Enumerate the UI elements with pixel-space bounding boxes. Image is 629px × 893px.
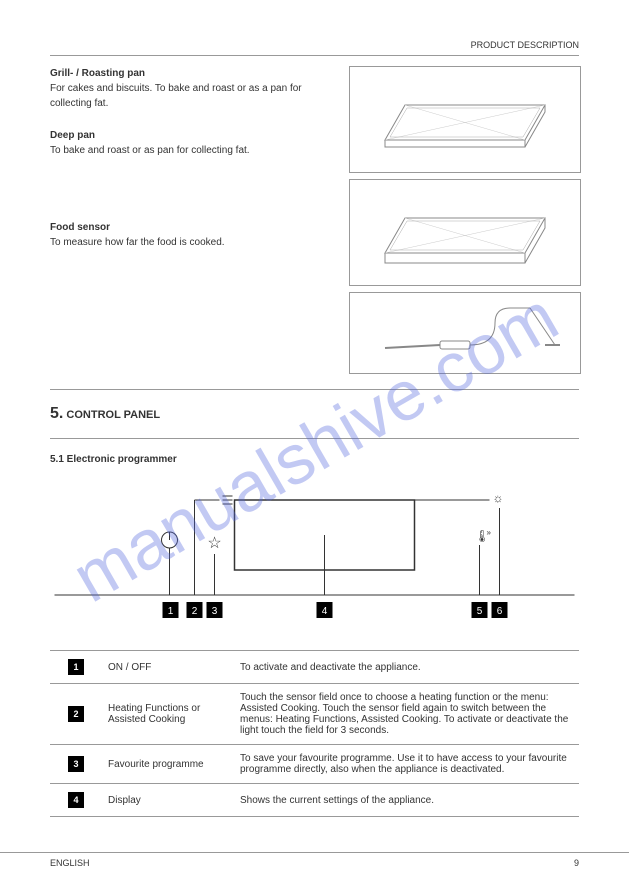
footer-page: 9	[574, 858, 579, 868]
page-content: PRODUCT DESCRIPTION Grill- / Roasting pa…	[0, 0, 629, 857]
accessory-item: Food sensor To measure how far the food …	[50, 220, 339, 250]
svg-text:5: 5	[477, 606, 483, 617]
accessory-label: Grill- / Roasting pan	[50, 68, 145, 79]
svg-text:1: 1	[168, 606, 174, 617]
row-badge: 2	[68, 706, 84, 722]
svg-text:3: 3	[212, 606, 218, 617]
svg-text:☆: ☆	[207, 535, 221, 552]
divider	[50, 389, 579, 390]
table-row: 1 ON / OFF To activate and deactivate th…	[50, 651, 579, 684]
control-panel-diagram: ☆ 🌡 » ☼ 1 2 3 4 5 6	[50, 480, 579, 640]
accessory-note: For cakes and biscuits. To bake and roas…	[50, 83, 302, 109]
control-desc: To activate and deactivate the appliance…	[234, 651, 579, 684]
control-name: Display	[102, 784, 234, 817]
section-number: 5.	[50, 405, 63, 422]
accessory-label: Food sensor	[50, 222, 110, 233]
control-name: ON / OFF	[102, 651, 234, 684]
control-name: Favourite programme	[102, 745, 234, 784]
accessory-item: Deep pan To bake and roast or as pan for…	[50, 128, 339, 158]
accessories-text: Grill- / Roasting pan For cakes and bisc…	[50, 66, 339, 374]
svg-text:»: »	[487, 528, 492, 537]
accessory-note: To measure how far the food is cooked.	[50, 237, 225, 248]
table-row: 2 Heating Functions or Assisted Cooking …	[50, 684, 579, 745]
table-row: 3 Favourite programme To save your favou…	[50, 745, 579, 784]
accessories-images	[349, 66, 579, 374]
svg-text:☼: ☼	[493, 491, 504, 505]
tray-image-1	[349, 66, 581, 173]
svg-text:6: 6	[497, 606, 503, 617]
accessory-item: Grill- / Roasting pan For cakes and bisc…	[50, 66, 339, 111]
controls-table: 1 ON / OFF To activate and deactivate th…	[50, 650, 579, 817]
row-badge: 4	[68, 792, 84, 808]
tray-image-2	[349, 179, 581, 286]
control-desc: Touch the sensor field once to choose a …	[234, 684, 579, 745]
header-right: PRODUCT DESCRIPTION	[471, 40, 579, 50]
footer: ENGLISH 9	[0, 852, 629, 868]
control-desc: To save your favourite programme. Use it…	[234, 745, 579, 784]
control-desc: Shows the current settings of the applia…	[234, 784, 579, 817]
section-5: 5. CONTROL PANEL	[50, 405, 579, 423]
accessories-section: Grill- / Roasting pan For cakes and bisc…	[50, 66, 579, 374]
probe-image	[349, 292, 581, 374]
accessory-label: Deep pan	[50, 130, 95, 141]
section-title: CONTROL PANEL	[66, 409, 160, 421]
divider	[50, 438, 579, 439]
svg-text:2: 2	[192, 606, 198, 617]
table-row: 4 Display Shows the current settings of …	[50, 784, 579, 817]
accessory-note: To bake and roast or as pan for collecti…	[50, 145, 250, 156]
subsection-title: 5.1 Electronic programmer	[50, 454, 579, 465]
header: PRODUCT DESCRIPTION	[50, 40, 579, 56]
row-badge: 1	[68, 659, 84, 675]
footer-text: ENGLISH	[50, 858, 90, 868]
row-badge: 3	[68, 756, 84, 772]
control-name: Heating Functions or Assisted Cooking	[102, 684, 234, 745]
svg-text:4: 4	[322, 606, 328, 617]
